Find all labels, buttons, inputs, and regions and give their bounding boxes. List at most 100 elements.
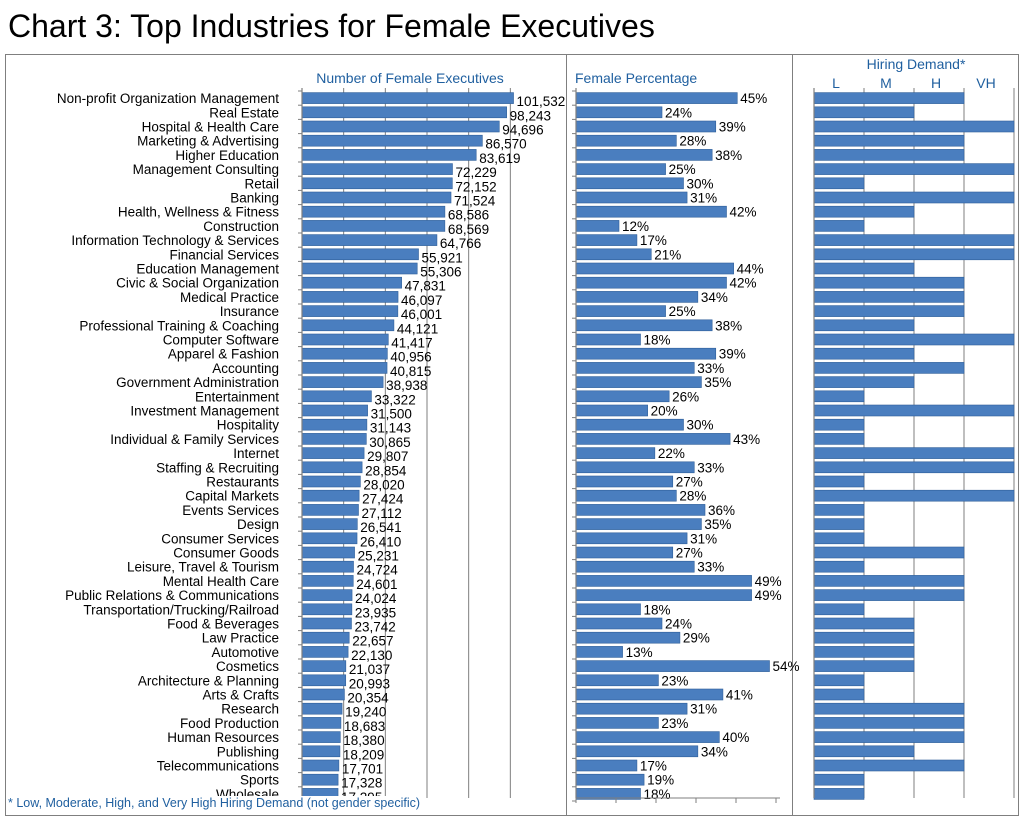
value-label-percentage: 35% — [704, 517, 731, 532]
category-label: Research — [221, 702, 279, 717]
bar-percentage — [575, 518, 702, 530]
value-label-count: 27,424 — [362, 492, 404, 507]
bar-count — [301, 461, 363, 474]
bar-count — [301, 220, 446, 232]
bar-percentage — [575, 560, 695, 573]
category-label: Human Resources — [167, 730, 279, 745]
value-label-percentage: 43% — [733, 432, 760, 447]
bar-percentage — [575, 759, 638, 772]
bar-hiring-demand — [813, 92, 965, 104]
bar-hiring-demand — [813, 660, 915, 672]
category-label: Individual & Family Services — [110, 432, 279, 447]
bar-count — [301, 532, 358, 545]
value-label-percentage: 30% — [687, 176, 714, 191]
value-label-count: 72,229 — [455, 165, 496, 180]
value-label-count: 98,243 — [510, 108, 551, 123]
category-label: Education Management — [136, 262, 279, 277]
bar-percentage — [575, 305, 666, 317]
bar-hiring-demand — [813, 163, 1015, 175]
bar-count — [301, 319, 395, 332]
bar-percentage — [575, 347, 717, 360]
category-label: Cosmetics — [216, 659, 279, 674]
value-label-count: 18,683 — [344, 719, 385, 734]
value-label-percentage: 29% — [683, 631, 710, 646]
value-label-count: 26,410 — [360, 534, 401, 549]
bar-percentage — [575, 504, 706, 516]
bar-percentage — [575, 248, 652, 261]
bar-percentage — [575, 319, 713, 332]
value-label-percentage: 41% — [726, 688, 753, 703]
value-label-count: 46,001 — [401, 307, 442, 322]
value-label-percentage: 31% — [690, 702, 717, 717]
bar-count — [301, 234, 438, 246]
value-label-percentage: 13% — [626, 645, 653, 660]
bar-percentage — [575, 475, 674, 488]
bar-count — [301, 433, 367, 445]
bar-percentage — [575, 589, 752, 601]
value-label-count: 20,993 — [349, 676, 390, 691]
bar-percentage — [575, 120, 717, 133]
bar-percentage — [575, 532, 688, 545]
bar-hiring-demand — [813, 489, 1015, 502]
bar-percentage — [575, 646, 623, 658]
value-label-count: 22,657 — [352, 634, 393, 649]
value-label-percentage: 23% — [661, 673, 688, 688]
category-label: Management Consulting — [133, 162, 279, 177]
category-label: Design — [237, 517, 279, 532]
category-label: Law Practice — [202, 631, 279, 646]
bar-percentage — [575, 404, 648, 417]
value-label-percentage: 42% — [730, 276, 757, 291]
bar-count — [301, 504, 359, 516]
bar-hiring-demand — [813, 773, 865, 786]
category-label: Investment Management — [130, 404, 279, 419]
category-label: Publishing — [217, 744, 279, 759]
bar-count — [301, 404, 368, 417]
bar-hiring-demand — [813, 745, 915, 758]
value-label-percentage: 49% — [755, 588, 782, 603]
bar-percentage — [575, 461, 695, 474]
bar-percentage — [575, 631, 681, 644]
bar-percentage — [575, 390, 670, 403]
level-label: M — [880, 75, 892, 91]
bar-percentage — [575, 376, 702, 388]
bar-hiring-demand — [813, 106, 915, 119]
bar-hiring-demand — [813, 461, 1015, 474]
bar-percentage — [575, 617, 663, 630]
category-label: Food Production — [180, 716, 279, 731]
bar-count — [301, 717, 342, 729]
bar-hiring-demand — [813, 674, 865, 687]
bar-hiring-demand — [813, 390, 865, 403]
value-label-count: 40,956 — [390, 350, 431, 365]
bar-percentage — [575, 234, 638, 246]
value-label-percentage: 19% — [647, 773, 674, 788]
value-label-count: 68,569 — [448, 222, 489, 237]
category-label: Arts & Crafts — [202, 688, 279, 703]
category-label: Medical Practice — [180, 290, 279, 305]
bar-count — [301, 447, 365, 459]
chart-title: Chart 3: Top Industries for Female Execu… — [8, 8, 655, 44]
value-label-percentage: 25% — [669, 304, 696, 319]
value-label-percentage: 21% — [654, 247, 681, 262]
bar-percentage — [575, 191, 688, 204]
bar-hiring-demand — [813, 120, 1015, 133]
bar-percentage — [575, 262, 734, 275]
category-label: Professional Training & Coaching — [79, 318, 279, 333]
bar-count — [301, 163, 453, 175]
bar-count — [301, 106, 507, 119]
bar-hiring-demand — [813, 291, 965, 303]
bar-hiring-demand — [813, 532, 865, 545]
chart-frame — [5, 54, 1019, 816]
bar-count — [301, 603, 353, 616]
value-label-count: 19,240 — [345, 705, 386, 720]
value-label-percentage: 54% — [773, 659, 800, 674]
value-label-count: 31,143 — [370, 421, 411, 436]
value-label-percentage: 23% — [661, 716, 688, 731]
category-label: Retail — [244, 176, 279, 191]
bar-count — [301, 674, 347, 687]
bar-percentage — [575, 489, 677, 502]
value-label-percentage: 18% — [644, 787, 671, 802]
category-label: Restaurants — [206, 475, 279, 490]
bar-count — [301, 191, 452, 204]
bar-count — [301, 489, 360, 502]
value-label-percentage: 34% — [701, 744, 728, 759]
